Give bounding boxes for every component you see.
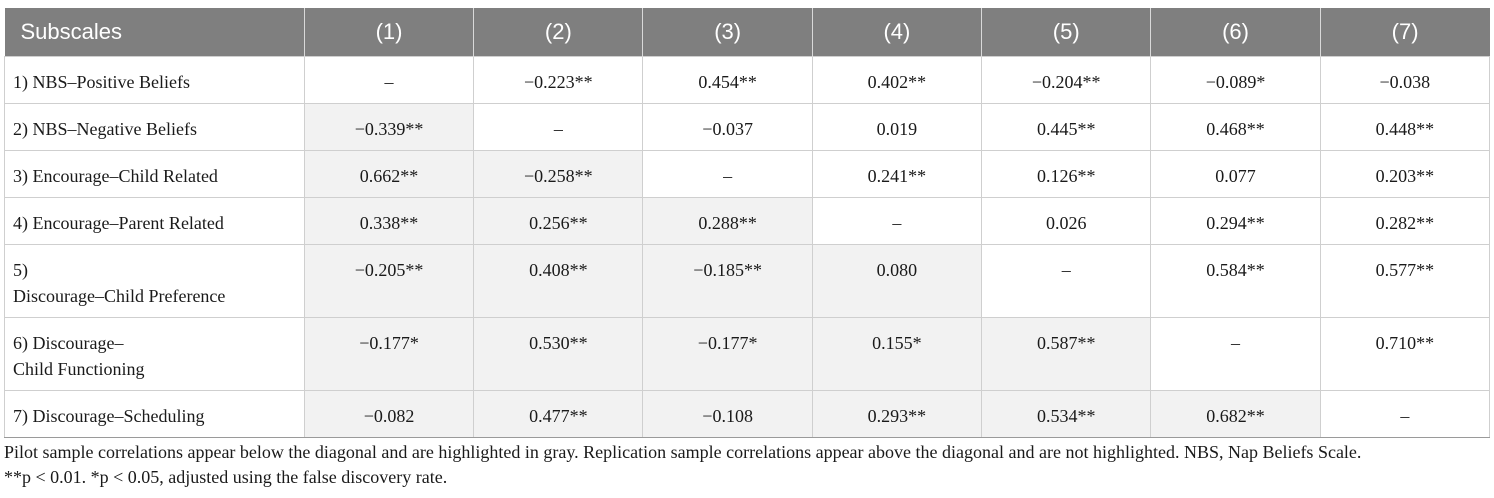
correlation-cell: 0.710** [1319,317,1491,391]
correlation-cell: – [303,56,475,104]
correlation-cell: −0.037 [642,103,813,151]
row-label: 3) Encourage–Child Related [4,150,305,198]
correlation-cell: 0.577** [1319,244,1491,318]
table-row: 6) Discourage– Child Functioning −0.177* 0.… [4,317,1491,391]
correlation-cell: 0.241** [811,150,983,198]
header-col-6: (6) [1150,8,1321,57]
correlation-cell: 0.584** [1150,244,1321,318]
correlation-cell: −0.177* [303,317,475,391]
row-label-line: 3) Encourage–Child Related [13,166,218,186]
row-label: 6) Discourage– Child Functioning [4,317,305,391]
correlation-cell: −0.185** [642,244,813,318]
header-col-3: (3) [642,8,813,57]
header-subscales: Subscales [4,8,305,57]
correlation-cell: 0.294** [1150,197,1321,245]
correlation-cell: 0.682** [1150,390,1321,438]
header-col-2: (2) [473,8,644,57]
correlation-cell: 0.408** [473,244,644,318]
row-label: 7) Discourage–Scheduling [4,390,305,438]
correlation-cell: 0.282** [1319,197,1491,245]
header-col-4: (4) [812,8,983,57]
row-label-line: 7) Discourage–Scheduling [13,406,205,426]
correlation-cell: −0.038 [1319,56,1491,104]
correlation-cell: −0.108 [642,390,813,438]
table-row: 3) Encourage–Child Related 0.662** −0.258*… [4,150,1491,198]
header-col-5: (5) [981,8,1152,57]
row-label-line: 4) Encourage–Parent Related [13,213,224,233]
row-label-line: 6) Discourage– [13,333,124,353]
correlation-cell: 0.203** [1319,150,1491,198]
correlation-cell: −0.204** [981,56,1152,104]
footnote-line-2: **p < 0.01. *p < 0.05, adjusted using th… [4,467,448,487]
correlation-cell: 0.338** [303,197,475,245]
header-col-7: (7) [1320,8,1490,57]
correlation-cell: 0.077 [1150,150,1321,198]
correlation-cell: 0.587** [981,317,1152,391]
correlation-cell: 0.468** [1150,103,1321,151]
row-label: 4) Encourage–Parent Related [4,197,305,245]
correlation-cell: 0.448** [1319,103,1491,151]
correlation-cell: −0.177* [642,317,813,391]
table-row: 5) Discourage–Child Preference −0.205** 0.4… [4,244,1491,318]
correlation-cell: 0.530** [473,317,644,391]
table-row: 1) NBS–Positive Beliefs – −0.223** 0.454** 0… [4,56,1491,104]
row-label: 5) Discourage–Child Preference [4,244,305,318]
correlation-cell: −0.339** [303,103,475,151]
correlation-cell: 0.080 [811,244,983,318]
correlation-cell: −0.258** [473,150,644,198]
correlation-cell: −0.082 [303,390,475,438]
correlation-cell: 0.402** [811,56,983,104]
row-label-line: Child Functioning [13,359,145,379]
correlation-table: Subscales (1) (2) (3) (4) (5) (6) (7) 1)… [4,8,1491,438]
correlation-cell: −0.089* [1150,56,1321,104]
correlation-table-container: Subscales (1) (2) (3) (4) (5) (6) (7) 1)… [4,8,1491,438]
header-col-1: (1) [304,8,475,57]
row-label-line: Discourage–Child Preference [13,286,226,306]
correlation-cell: – [811,197,983,245]
correlation-cell: 0.126** [981,150,1152,198]
row-label-line: 5) [13,260,28,280]
correlation-cell: – [1150,317,1321,391]
row-label-line: 1) NBS–Positive Beliefs [13,72,191,92]
correlation-cell: 0.288** [642,197,813,245]
row-label: 1) NBS–Positive Beliefs [4,56,305,104]
footnote-line-1: Pilot sample correlations appear below t… [4,442,1362,462]
correlation-cell: 0.256** [473,197,644,245]
correlation-cell: 0.019 [811,103,983,151]
correlation-cell: 0.026 [981,197,1152,245]
header-row: Subscales (1) (2) (3) (4) (5) (6) (7) [4,8,1490,57]
correlation-cell: – [473,103,644,151]
table-row: 4) Encourage–Parent Related 0.338** 0.256*… [4,197,1491,245]
table-body: 1) NBS–Positive Beliefs – −0.223** 0.454** 0… [4,56,1491,438]
table-row: 7) Discourage–Scheduling −0.082 0.477** −0.… [4,390,1491,438]
row-label: 2) NBS–Negative Beliefs [4,103,305,151]
correlation-cell: 0.155* [811,317,983,391]
correlation-cell: 0.454** [642,56,813,104]
correlation-cell: −0.223** [473,56,644,104]
correlation-cell: – [642,150,813,198]
correlation-cell: 0.445** [981,103,1152,151]
correlation-cell: 0.477** [473,390,644,438]
table-footnote: Pilot sample correlations appear below t… [4,440,1484,490]
correlation-cell: 0.293** [811,390,983,438]
correlation-cell: – [1319,390,1491,438]
correlation-cell: −0.205** [303,244,475,318]
correlation-cell: 0.534** [981,390,1152,438]
row-label-line: 2) NBS–Negative Beliefs [13,119,197,139]
correlation-cell: 0.662** [303,150,475,198]
table-row: 2) NBS–Negative Beliefs −0.339** – −0.037 0.… [4,103,1491,151]
correlation-cell: – [981,244,1152,318]
